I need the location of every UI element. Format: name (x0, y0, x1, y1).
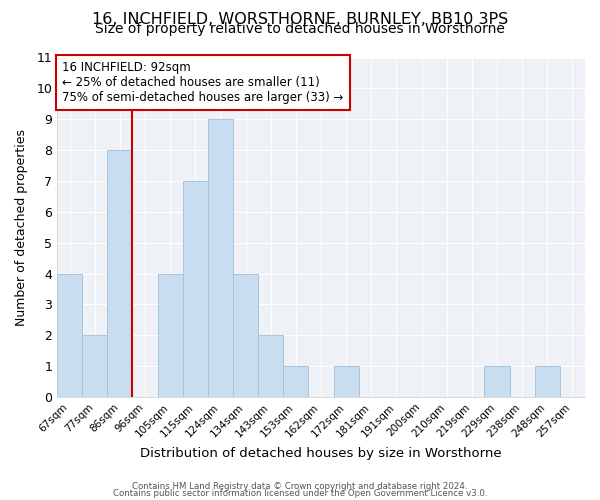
Y-axis label: Number of detached properties: Number of detached properties (15, 128, 28, 326)
Bar (82, 335, 107, 397)
Bar (107, 150, 133, 397)
Bar (183, 181, 208, 397)
Bar (158, 274, 183, 397)
Bar (283, 366, 308, 397)
Bar (233, 274, 258, 397)
Text: 16, INCHFIELD, WORSTHORNE, BURNLEY, BB10 3PS: 16, INCHFIELD, WORSTHORNE, BURNLEY, BB10… (92, 12, 508, 28)
Text: Contains HM Land Registry data © Crown copyright and database right 2024.: Contains HM Land Registry data © Crown c… (132, 482, 468, 491)
Text: Contains public sector information licensed under the Open Government Licence v3: Contains public sector information licen… (113, 490, 487, 498)
Text: Size of property relative to detached houses in Worsthorne: Size of property relative to detached ho… (95, 22, 505, 36)
Bar (258, 335, 283, 397)
Bar (535, 366, 560, 397)
Bar (57, 274, 82, 397)
Bar (334, 366, 359, 397)
Bar (208, 119, 233, 397)
Bar (484, 366, 509, 397)
Text: 16 INCHFIELD: 92sqm
← 25% of detached houses are smaller (11)
75% of semi-detach: 16 INCHFIELD: 92sqm ← 25% of detached ho… (62, 61, 344, 104)
X-axis label: Distribution of detached houses by size in Worsthorne: Distribution of detached houses by size … (140, 447, 502, 460)
